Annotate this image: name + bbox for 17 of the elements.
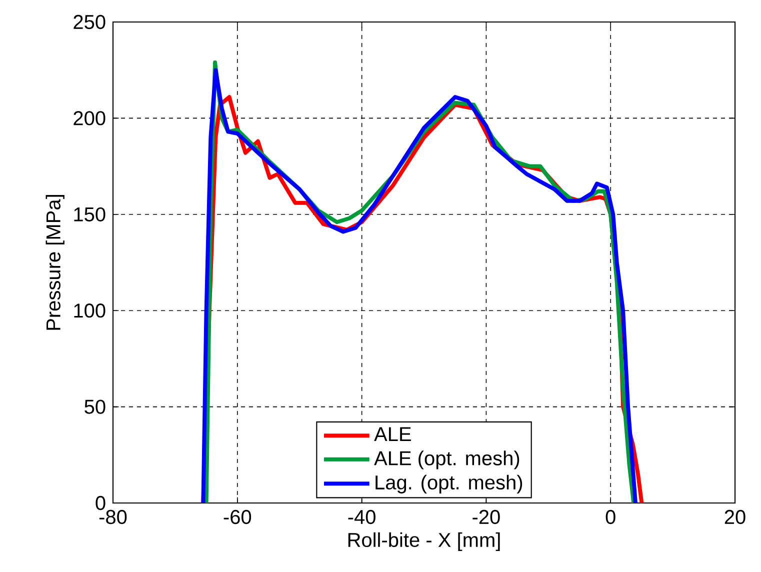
x-tick-label: -20 [472, 510, 500, 524]
x-tick-label: 20 [724, 510, 746, 524]
x-tick-label: -80 [99, 510, 127, 524]
y-tick-label: 150 [74, 207, 106, 222]
legend-label: ALE [374, 427, 411, 442]
y-tick-label: 50 [84, 400, 106, 414]
y-tick-label: 200 [74, 111, 106, 126]
x-tick-label: -60 [224, 510, 252, 524]
y-tick-label: 0 [96, 496, 106, 510]
x-axis-title: Roll-bite - X [mm] [348, 532, 500, 551]
y-tick-label: 100 [74, 304, 106, 318]
x-tick-label: 0 [606, 510, 616, 524]
legend-label: ALE (opt. mesh) [374, 450, 520, 470]
y-tick-label: 250 [74, 14, 106, 30]
legend-label: Lag. (opt. mesh) [376, 474, 522, 494]
x-tick-label: -40 [348, 510, 376, 524]
y-axis-title: Pressure [MPa] [46, 195, 64, 330]
